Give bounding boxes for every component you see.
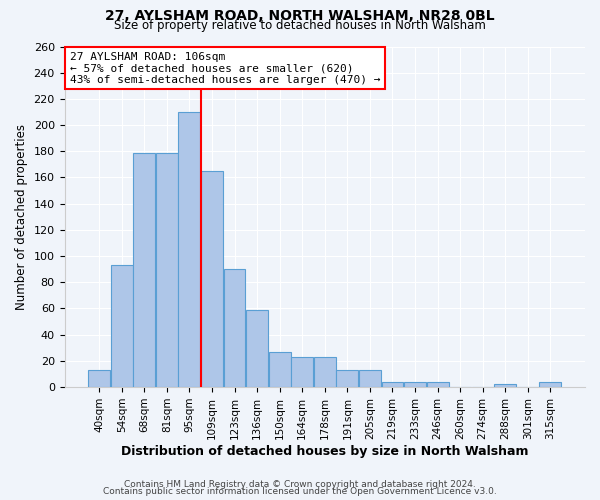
Bar (269, 352, 290, 387)
Y-axis label: Number of detached properties: Number of detached properties (15, 124, 28, 310)
Bar (178, 112, 200, 387)
Text: Contains HM Land Registry data © Crown copyright and database right 2024.: Contains HM Land Registry data © Crown c… (124, 480, 476, 489)
Bar (494, 384, 516, 387)
Bar (404, 382, 426, 387)
Text: 27, AYLSHAM ROAD, NORTH WALSHAM, NR28 0BL: 27, AYLSHAM ROAD, NORTH WALSHAM, NR28 0B… (105, 9, 495, 23)
Text: Size of property relative to detached houses in North Walsham: Size of property relative to detached ho… (114, 19, 486, 32)
Bar (427, 382, 449, 387)
Bar (539, 382, 562, 387)
Bar (133, 152, 155, 387)
Bar (201, 171, 223, 387)
Bar (224, 269, 245, 387)
Bar (88, 370, 110, 387)
Bar (156, 152, 178, 387)
Bar (111, 266, 133, 387)
Text: 27 AYLSHAM ROAD: 106sqm
← 57% of detached houses are smaller (620)
43% of semi-d: 27 AYLSHAM ROAD: 106sqm ← 57% of detache… (70, 52, 380, 85)
Bar (382, 382, 403, 387)
X-axis label: Distribution of detached houses by size in North Walsham: Distribution of detached houses by size … (121, 444, 529, 458)
Bar (314, 357, 336, 387)
Bar (359, 370, 381, 387)
Bar (246, 310, 268, 387)
Bar (291, 357, 313, 387)
Text: Contains public sector information licensed under the Open Government Licence v3: Contains public sector information licen… (103, 487, 497, 496)
Bar (337, 370, 358, 387)
